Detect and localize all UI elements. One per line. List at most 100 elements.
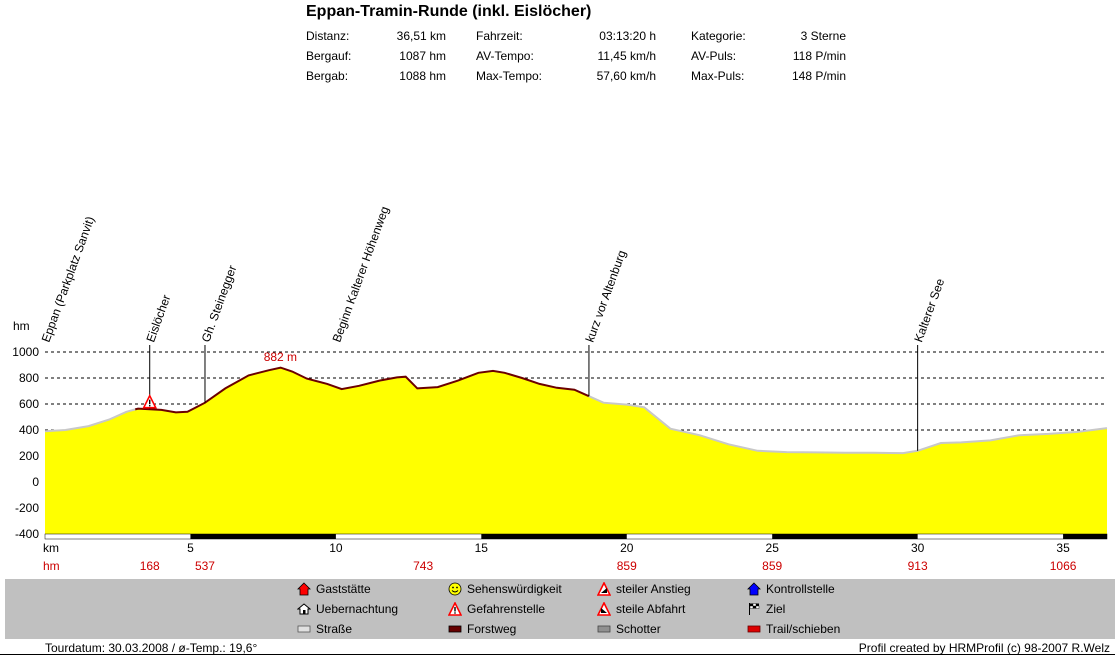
- legend-item-kontrollstelle: Kontrollstelle: [747, 582, 835, 596]
- x-tick-label: 5: [187, 541, 194, 555]
- legend-label: Kontrollstelle: [766, 582, 835, 596]
- y-tick-label: -200: [15, 501, 39, 515]
- road-swatch-icon: [297, 625, 311, 633]
- gravel-swatch-icon: [597, 625, 611, 633]
- hm-row-value: 1066: [1050, 559, 1077, 573]
- legend-label: Schotter: [616, 622, 661, 636]
- hm-row-value: 168: [140, 559, 160, 573]
- stat-label: Max-Puls:: [691, 69, 745, 83]
- legend-label: Trail/schieben: [766, 622, 841, 636]
- x-tick-label: 25: [766, 541, 780, 555]
- legend-label: Straße: [316, 622, 353, 636]
- legend-label: steile Abfahrt: [616, 602, 686, 616]
- y-tick-label: 400: [19, 423, 39, 437]
- waypoint-label: Eppan (Parkplatz Sanvit): [39, 215, 98, 345]
- x-tick-label: 10: [329, 541, 343, 555]
- y-tick-label: 0: [32, 475, 39, 489]
- steep-up-icon: [597, 582, 611, 596]
- tour-date: Tourdatum: 30.03.2008 / ø-Temp.: 19,6°: [45, 641, 258, 655]
- stat-label: Bergab:: [306, 69, 349, 83]
- stat-label: AV-Puls:: [691, 49, 737, 63]
- blue-house-icon: [747, 582, 761, 596]
- legend-item-strasse: Straße: [297, 622, 352, 636]
- elevation-profile-chart: hm 1000 800 600 400 200 0 -200 -400 Eppan (Park…: [12, 204, 1108, 573]
- stat-label: Fahrzeit:: [476, 29, 523, 43]
- waypoint-label: Gh. Steinegger: [199, 263, 240, 344]
- red-house-icon: [297, 582, 311, 596]
- icon-layer: [142, 393, 158, 409]
- legend-item-gefahrenstelle: Gefahrenstelle: [448, 602, 545, 616]
- hm-row-value: 913: [908, 559, 928, 573]
- stat-label: Bergauf:: [306, 49, 352, 63]
- tour-title: Eppan-Tramin-Runde (inkl. Eislöcher): [306, 3, 592, 20]
- hm-row-value: 859: [762, 559, 782, 573]
- x-axis: 5 10 15 20 25 30 35: [44, 533, 1108, 555]
- legend-label: steiler Anstieg: [616, 582, 691, 596]
- warning-icon: [142, 393, 158, 409]
- legend-item-steile-abfahrt: steile Abfahrt: [597, 602, 685, 616]
- x-axis-bar-segment: [772, 534, 918, 539]
- legend-label: Gaststätte: [316, 582, 371, 596]
- warning-icon-mark: [149, 399, 151, 405]
- hm-row-label: hm: [43, 559, 60, 573]
- smiley-icon: [448, 582, 462, 596]
- warning-icon-dot: [149, 405, 151, 407]
- y-tick-label: 800: [19, 371, 39, 385]
- stat-value: 1088 hm: [399, 69, 446, 83]
- x-tick-label: 15: [475, 541, 489, 555]
- waypoint-label: Kalterer See: [911, 276, 947, 344]
- stat-value: 3 Sterne: [800, 29, 846, 43]
- hm-row-value: 859: [617, 559, 637, 573]
- stat-value: 36,51 km: [396, 29, 446, 43]
- legend-item-uebernachtung: Uebernachtung: [297, 602, 398, 616]
- stat-value: 11,45 km/h: [597, 49, 656, 63]
- stat-label: Kategorie:: [691, 29, 746, 43]
- x-tick-label: 35: [1056, 541, 1070, 555]
- profile-area: [45, 367, 1107, 534]
- y-axis-label: hm: [13, 319, 30, 333]
- stat-value: 118 P/min: [792, 49, 846, 63]
- legend-item-steiler-anstieg: steiler Anstieg: [597, 582, 691, 596]
- stat-label: AV-Tempo:: [476, 49, 534, 63]
- legend-item-schotter: Schotter: [597, 622, 661, 636]
- x-tick-label: 20: [620, 541, 634, 555]
- legend-label: Sehenswürdigkeit: [467, 582, 562, 596]
- profile-area-layer: [44, 366, 1108, 534]
- stat-value: 03:13:20 h: [599, 29, 656, 43]
- legend-label: Gefahrenstelle: [467, 602, 546, 616]
- profile-line-segment: [588, 395, 1108, 455]
- credits: Profil created by HRMProfil (c) 98-2007 …: [858, 641, 1110, 655]
- legend-label: Ziel: [766, 602, 786, 616]
- trail-swatch-icon: [747, 625, 761, 633]
- forest-swatch-icon: [448, 625, 462, 633]
- y-tick-label: 200: [19, 449, 39, 463]
- lodge-icon: [297, 603, 311, 615]
- stat-value: 1087 hm: [399, 49, 446, 63]
- stat-label: Max-Tempo:: [476, 69, 543, 83]
- hm-row: 168 537 743 859 859 913 1066: [140, 559, 1077, 573]
- x-axis-bar-segment: [481, 534, 627, 539]
- warning-icon: [448, 602, 462, 616]
- stat-label: Distanz:: [306, 29, 350, 43]
- hm-row-value: 537: [195, 559, 215, 573]
- steep-down-icon: [597, 602, 611, 616]
- legend-label: Forstweg: [467, 622, 517, 636]
- waypoint-label: Eislöcher: [143, 293, 173, 344]
- legend-item-sehenswuerdigkeit: Sehenswürdigkeit: [448, 582, 562, 596]
- legend-item-gaststaette: Gaststätte: [297, 582, 371, 596]
- legend-item-forstweg: Forstweg: [448, 622, 516, 636]
- y-tick-label: 600: [19, 397, 39, 411]
- x-axis-bar-segment: [1063, 534, 1107, 539]
- stat-value: 148 P/min: [791, 69, 846, 83]
- x-axis-label: km: [43, 541, 59, 555]
- legend-item-trail: Trail/schieben: [747, 622, 840, 636]
- legend-item-ziel: Ziel: [747, 602, 785, 616]
- profile-line-segment: [44, 408, 136, 433]
- legend-label: Uebernachtung: [316, 602, 399, 616]
- legend: Gaststätte Uebernachtung Straße Sehenswü…: [5, 579, 1115, 639]
- waypoint-label: Beginn Kalterer Höhenweg: [330, 204, 392, 344]
- y-tick-label: 1000: [12, 345, 39, 359]
- waypoint-label: kurz vor Altenburg: [583, 248, 629, 344]
- profile-line-segment: [134, 366, 590, 414]
- hm-row-value: 743: [413, 559, 433, 573]
